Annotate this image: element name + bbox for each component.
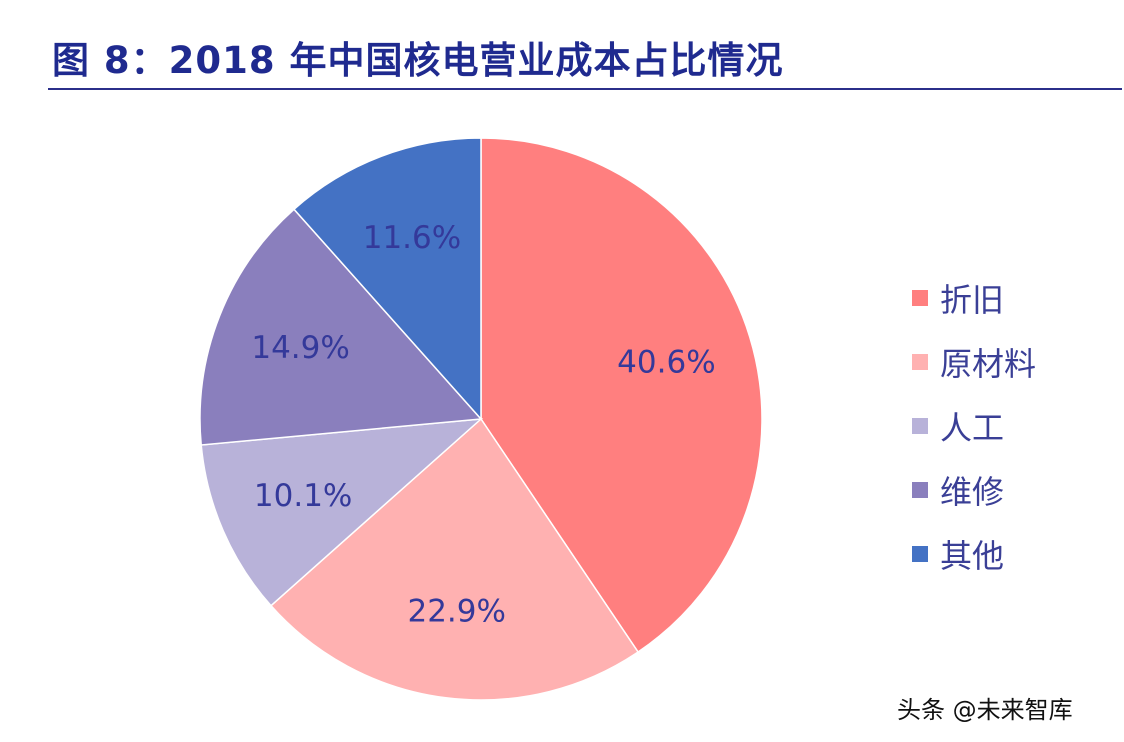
legend-item: 折旧 — [912, 266, 1036, 330]
legend-item: 其他 — [912, 522, 1036, 586]
watermark: 头条 @未来智库 — [897, 696, 1073, 724]
slice-label-4: 11.6% — [363, 220, 461, 256]
chart-title: 图 8：2018 年中国核电营业成本占比情况 — [52, 39, 784, 82]
legend-label: 人工 — [940, 409, 1005, 447]
pie-slice-0 — [480, 137, 763, 654]
legend-item: 人工 — [912, 394, 1036, 458]
slice-label-3: 14.9% — [251, 330, 349, 366]
slice-label-1: 22.9% — [407, 593, 505, 629]
slice-label-0: 40.6% — [617, 344, 715, 380]
legend-swatch — [912, 482, 928, 498]
legend: 折旧原材料人工维修其他 — [912, 266, 1036, 586]
title-divider — [48, 88, 1122, 90]
pie-slice-4 — [292, 137, 482, 421]
legend-swatch — [912, 290, 928, 306]
legend-label: 维修 — [940, 473, 1005, 511]
legend-swatch — [912, 418, 928, 434]
pie-slice-3 — [199, 208, 483, 446]
legend-label: 其他 — [940, 537, 1005, 575]
legend-label: 原材料 — [940, 345, 1037, 383]
pie-slice-1 — [269, 417, 640, 701]
legend-label: 折旧 — [940, 281, 1005, 319]
pie-slices — [199, 137, 763, 701]
legend-item: 原材料 — [912, 330, 1036, 394]
legend-item: 维修 — [912, 458, 1036, 522]
slice-label-2: 10.1% — [254, 478, 352, 514]
legend-swatch — [912, 546, 928, 562]
pie-labels: 40.6% 22.9% 10.1% 14.9% 11.6% — [251, 220, 715, 630]
legend-swatch — [912, 354, 928, 370]
pie-slice-2 — [200, 418, 484, 607]
